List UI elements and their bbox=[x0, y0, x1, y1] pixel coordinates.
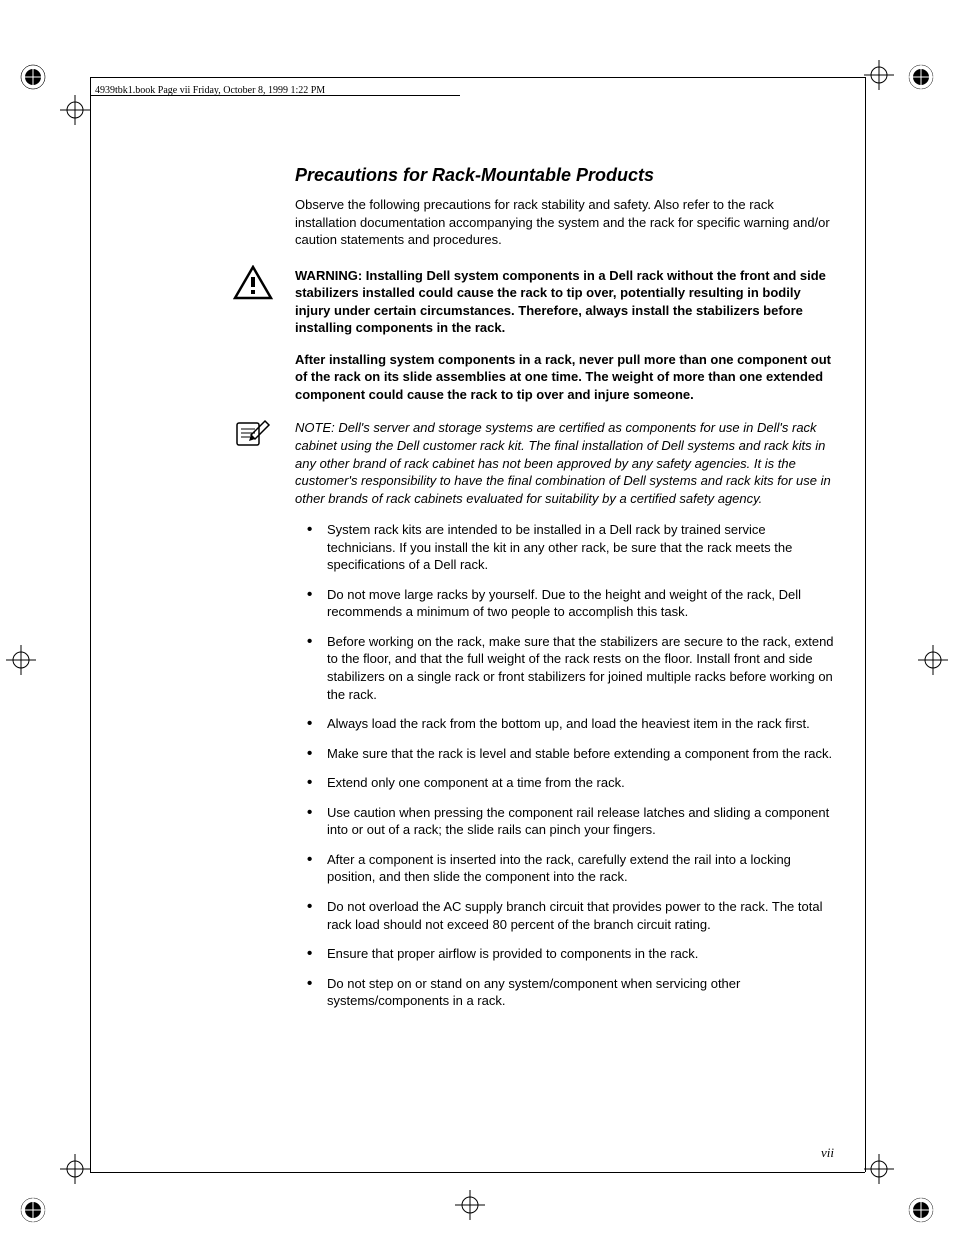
list-item: Extend only one component at a time from… bbox=[295, 774, 835, 792]
crosshair-icon bbox=[6, 645, 36, 680]
crosshair-icon bbox=[918, 645, 948, 680]
content-area: Precautions for Rack-Mountable Products … bbox=[295, 165, 835, 1022]
registration-mark-icon bbox=[906, 62, 936, 92]
frame-line bbox=[90, 77, 91, 95]
note-block: NOTE: Dell's server and storage systems … bbox=[295, 419, 835, 507]
list-item: Use caution when pressing the component … bbox=[295, 804, 835, 839]
list-item: Always load the rack from the bottom up,… bbox=[295, 715, 835, 733]
registration-mark-icon bbox=[18, 62, 48, 92]
list-item: Ensure that proper airflow is provided t… bbox=[295, 945, 835, 963]
warning-text-2: After installing system components in a … bbox=[295, 351, 835, 404]
warning-text-1: WARNING: Installing Dell system componen… bbox=[295, 267, 835, 337]
intro-paragraph: Observe the following precautions for ra… bbox=[295, 196, 835, 249]
crosshair-icon bbox=[455, 1190, 485, 1225]
frame-line bbox=[90, 95, 91, 1172]
note-text: NOTE: Dell's server and storage systems … bbox=[295, 419, 835, 507]
frame-line bbox=[90, 1172, 865, 1173]
crosshair-icon bbox=[60, 1154, 90, 1189]
list-item: System rack kits are intended to be inst… bbox=[295, 521, 835, 574]
list-item: Do not step on or stand on any system/co… bbox=[295, 975, 835, 1010]
crosshair-icon bbox=[864, 1154, 894, 1189]
section-title: Precautions for Rack-Mountable Products bbox=[295, 165, 835, 186]
page: 4939tbk1.book Page vii Friday, October 8… bbox=[0, 0, 954, 1235]
frame-line bbox=[865, 77, 866, 1172]
page-number: vii bbox=[821, 1145, 834, 1161]
note-pencil-icon bbox=[233, 417, 271, 456]
list-item: Do not move large racks by yourself. Due… bbox=[295, 586, 835, 621]
frame-line bbox=[90, 77, 865, 78]
list-item: Before working on the rack, make sure th… bbox=[295, 633, 835, 703]
list-item: Do not overload the AC supply branch cir… bbox=[295, 898, 835, 933]
header-text: 4939tbk1.book Page vii Friday, October 8… bbox=[95, 85, 325, 96]
crosshair-icon bbox=[60, 95, 90, 130]
list-item: After a component is inserted into the r… bbox=[295, 851, 835, 886]
crosshair-icon bbox=[864, 60, 894, 95]
warning-block: WARNING: Installing Dell system componen… bbox=[295, 267, 835, 337]
list-item: Make sure that the rack is level and sta… bbox=[295, 745, 835, 763]
registration-mark-icon bbox=[18, 1195, 48, 1225]
bullet-list: System rack kits are intended to be inst… bbox=[295, 521, 835, 1009]
registration-mark-icon bbox=[906, 1195, 936, 1225]
warning-triangle-icon bbox=[233, 265, 273, 306]
